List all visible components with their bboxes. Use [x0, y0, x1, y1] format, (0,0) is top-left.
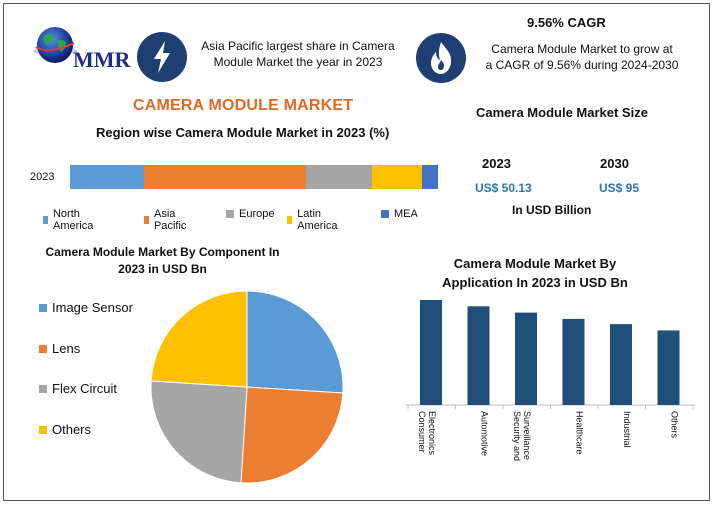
- region-segment-mea: [422, 165, 438, 189]
- pie-slice-lens: [240, 386, 344, 484]
- region-share-text: Asia Pacific largest share in Camera Mod…: [196, 38, 400, 70]
- component-legend-item: Others: [39, 422, 91, 437]
- application-chart-title: Camera Module Market By Application In 2…: [420, 254, 650, 292]
- market-size-unit: In USD Billion: [512, 203, 592, 217]
- application-category-label: Others: [670, 411, 680, 439]
- infographic-frame: [3, 3, 710, 501]
- region-legend-item: MEA: [381, 208, 418, 220]
- application-title-line-2: Application In 2023 in USD Bn: [442, 275, 628, 290]
- legend-swatch: [39, 303, 47, 312]
- region-segment-europe: [306, 165, 373, 189]
- legend-swatch: [39, 384, 47, 393]
- region-segment-north-america: [70, 165, 144, 189]
- region-category-label: 2023: [30, 171, 55, 183]
- cagr-text: Camera Module Market to grow at a CAGR o…: [476, 41, 688, 73]
- application-bar: [610, 324, 632, 405]
- legend-swatch: [226, 210, 234, 218]
- region-share-line-2: Module Market the year in 2023: [213, 55, 383, 69]
- legend-swatch: [381, 210, 389, 218]
- market-size-value-2023: US$ 50.13: [475, 181, 532, 195]
- component-title-line-1: Camera Module Market By Component In: [45, 245, 280, 259]
- region-legend-item: Latin America: [287, 208, 340, 232]
- region-chart-title: Region wise Camera Module Market in 2023…: [96, 125, 390, 140]
- pie-slice-others: [150, 290, 248, 388]
- market-size-year-2030: 2030: [600, 156, 629, 171]
- market-size-value-2030: US$ 95: [599, 181, 640, 195]
- application-category-label: Security andSurveillance: [512, 411, 532, 461]
- cagr-title: 9.56% CAGR: [527, 15, 606, 30]
- legend-label: Europe: [239, 208, 275, 220]
- component-legend-item: Image Sensor: [39, 300, 133, 315]
- main-title: CAMERA MODULE MARKET: [133, 97, 354, 114]
- region-segment-latin-america: [372, 165, 423, 189]
- legend-swatch: [39, 425, 47, 434]
- application-bar: [420, 300, 442, 405]
- application-bar: [467, 306, 490, 405]
- legend-label: North America: [52, 208, 94, 232]
- application-bar: [515, 312, 537, 405]
- region-stacked-bar: [70, 165, 438, 189]
- flame-icon: [415, 32, 467, 84]
- legend-label: Others: [52, 422, 92, 437]
- cagr-line-2: a CAGR of 9.56% during 2024-2030: [485, 58, 679, 72]
- component-chart-title: Camera Module Market By Component In 202…: [40, 244, 285, 278]
- cagr-line-1: Camera Module Market to grow at: [491, 42, 673, 56]
- region-legend-item: North America: [43, 208, 96, 232]
- region-legend-item: Asia Pacific: [144, 208, 189, 232]
- legend-label: Latin America: [297, 208, 338, 232]
- component-pie-chart: [150, 290, 344, 484]
- application-category-label: Automotive: [480, 411, 490, 456]
- legend-label: Flex Circuit: [52, 381, 118, 396]
- legend-swatch: [144, 216, 149, 224]
- legend-label: Lens: [52, 341, 81, 356]
- application-category-label: Healthcare: [575, 411, 585, 455]
- market-size-title: Camera Module Market Size: [476, 105, 648, 120]
- component-legend-item: Lens: [39, 341, 80, 356]
- pie-slice-flex-circuit: [150, 380, 248, 484]
- application-bar-chart: ConsumerElectronics Automotive Security an…: [405, 300, 695, 461]
- application-bar: [562, 318, 585, 405]
- legend-label: Image Sensor: [52, 300, 133, 315]
- legend-label: Asia Pacific: [153, 208, 187, 232]
- component-title-line-2: 2023 in USD Bn: [118, 262, 207, 276]
- region-segment-asia-pacific: [143, 165, 307, 189]
- region-legend-item: Europe: [226, 208, 274, 220]
- globe-icon: [30, 23, 80, 73]
- legend-swatch: [43, 216, 48, 224]
- region-share-line-1: Asia Pacific largest share in Camera: [201, 39, 395, 53]
- market-size-year-2023: 2023: [482, 156, 511, 171]
- application-category-label: ConsumerElectronics: [417, 411, 437, 456]
- application-bar: [657, 330, 680, 405]
- lightning-icon: [136, 31, 188, 83]
- application-category-label: Industrial: [622, 411, 632, 448]
- legend-label: MEA: [394, 208, 418, 220]
- legend-swatch: [39, 344, 47, 353]
- component-legend-item: Flex Circuit: [39, 381, 117, 396]
- logo-text: MMR: [73, 47, 131, 72]
- pie-slice-image-sensor: [246, 290, 344, 394]
- application-title-line-1: Camera Module Market By: [453, 256, 617, 271]
- legend-swatch: [287, 216, 293, 224]
